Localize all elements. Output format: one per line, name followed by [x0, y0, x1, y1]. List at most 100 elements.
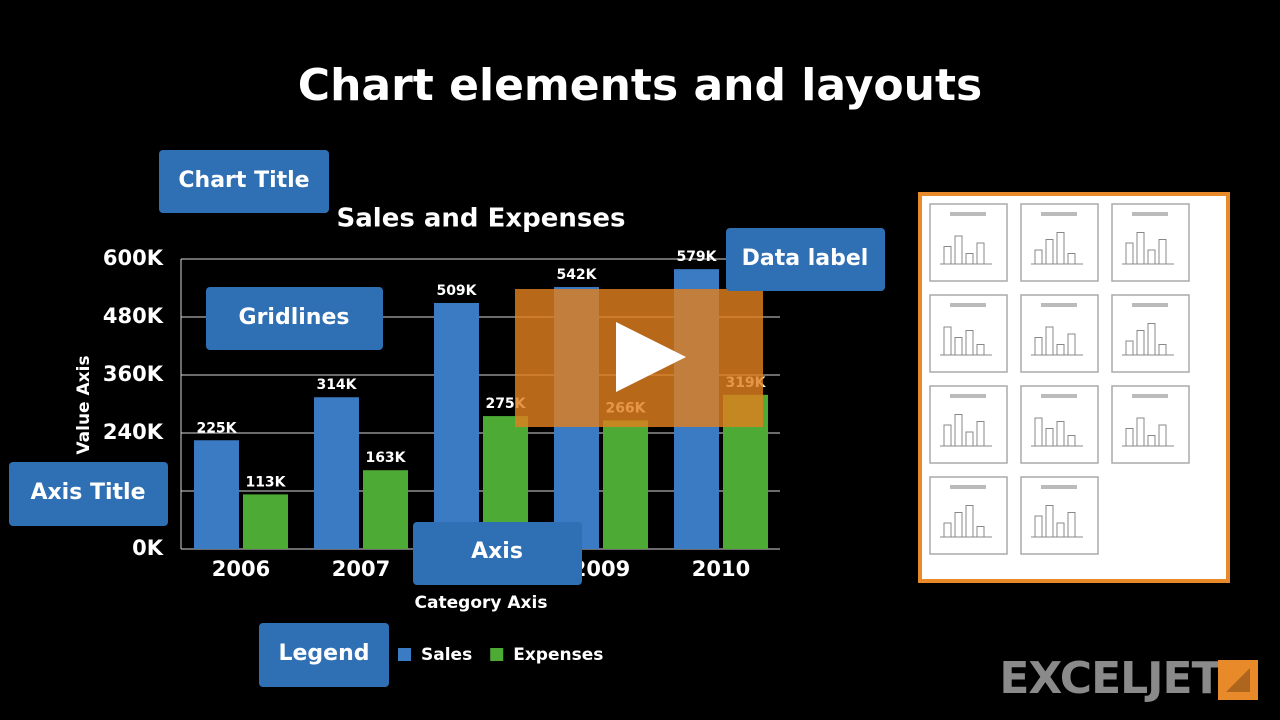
logo: EXCELJET: [999, 653, 1221, 704]
callout-text: Gridlines: [239, 305, 350, 330]
thumbnail-bar[interactable]: [943, 246, 952, 265]
thumbnail-bar[interactable]: [1125, 242, 1134, 265]
thumbnail-bar[interactable]: [1136, 417, 1145, 447]
thumbnail-bar[interactable]: [965, 330, 974, 356]
thumbnail-bar[interactable]: [976, 242, 985, 265]
data-label: 314K: [316, 377, 357, 393]
thumbnail-bar[interactable]: [976, 526, 985, 538]
layout-thumbnail[interactable]: [1111, 203, 1190, 282]
legend-swatch: [490, 648, 504, 661]
legend-label: Sales: [421, 645, 472, 665]
callout-box: [726, 228, 885, 291]
thumbnail-bar[interactable]: [976, 421, 985, 447]
thumbnail-bar[interactable]: [1147, 249, 1156, 265]
thumbnail-title[interactable]: [1132, 212, 1168, 216]
logo-icon-mark: [1226, 668, 1250, 692]
data-label: 509K: [436, 283, 477, 299]
data-label: 163K: [365, 450, 406, 466]
y-axis-title: Value Axis: [74, 355, 94, 454]
layout-thumbnail[interactable]: [929, 476, 1008, 555]
thumbnail-bar[interactable]: [1125, 428, 1134, 447]
thumbnail-title[interactable]: [1132, 303, 1168, 307]
callout: Axis Title: [9, 462, 168, 526]
thumbnail-bar[interactable]: [943, 522, 952, 538]
thumbnail-title[interactable]: [1041, 394, 1077, 398]
play-icon[interactable]: [616, 322, 686, 392]
legend: Sales Expenses: [398, 645, 603, 665]
thumbnail-bar[interactable]: [965, 431, 974, 447]
data-label: 542K: [556, 267, 597, 283]
thumbnail-bar[interactable]: [1045, 428, 1054, 447]
data-label: 579K: [676, 249, 717, 265]
thumbnail-title[interactable]: [950, 212, 986, 216]
x-tick-label: 2007: [332, 557, 390, 581]
thumbnail-bar[interactable]: [965, 253, 974, 265]
layout-thumbnail[interactable]: [929, 385, 1008, 464]
bar: [363, 470, 408, 549]
callout-text: Axis: [471, 539, 523, 564]
thumbnail-bar[interactable]: [1147, 435, 1156, 447]
callout-box: [206, 287, 383, 350]
callout: Axis: [413, 522, 582, 585]
thumbnail-bar[interactable]: [943, 326, 952, 356]
thumbnail-bar[interactable]: [1034, 417, 1043, 447]
callout: Chart Title: [159, 150, 329, 213]
thumbnail-bar[interactable]: [1136, 232, 1145, 265]
thumbnail-bar[interactable]: [1056, 344, 1065, 356]
thumbnail-bar[interactable]: [1034, 249, 1043, 265]
callout: Legend: [259, 623, 389, 687]
thumbnail-bar[interactable]: [954, 414, 963, 447]
callout-text: Chart Title: [178, 168, 309, 193]
callout: Gridlines: [206, 287, 383, 350]
legend-label: Expenses: [513, 645, 603, 665]
thumbnail-title[interactable]: [1041, 212, 1077, 216]
bar: [434, 302, 479, 549]
callout-text: Axis Title: [30, 480, 145, 505]
play-button[interactable]: [515, 289, 763, 427]
layout-thumbnails: [929, 203, 1190, 555]
thumbnail-bar[interactable]: [1136, 330, 1145, 356]
layout-thumbnail[interactable]: [1020, 476, 1099, 555]
thumbnail-title[interactable]: [1041, 485, 1077, 489]
bar: [194, 440, 239, 549]
thumbnail-bar[interactable]: [1125, 340, 1134, 356]
thumbnail-bar[interactable]: [1045, 326, 1054, 356]
thumbnail-bar[interactable]: [1067, 333, 1076, 356]
y-tick-label: 240K: [103, 420, 164, 444]
thumbnail-bar[interactable]: [1067, 253, 1076, 265]
layout-thumbnail[interactable]: [1111, 385, 1190, 464]
thumbnail-bar[interactable]: [1158, 424, 1167, 447]
thumbnail-bar[interactable]: [1056, 232, 1065, 265]
thumbnail-bar[interactable]: [1158, 344, 1167, 356]
callout: Data label: [726, 228, 885, 291]
thumbnail-bar[interactable]: [1158, 239, 1167, 265]
callout-box: [9, 462, 168, 526]
thumbnail-bar[interactable]: [1045, 505, 1054, 538]
thumbnail-title[interactable]: [950, 485, 986, 489]
thumbnail-bar[interactable]: [1034, 337, 1043, 356]
thumbnail-bar[interactable]: [1034, 515, 1043, 538]
thumbnail-title[interactable]: [950, 303, 986, 307]
thumbnail-bar[interactable]: [954, 512, 963, 538]
thumbnail-bar[interactable]: [1067, 435, 1076, 447]
thumbnail-bar[interactable]: [954, 337, 963, 356]
thumbnail-bar[interactable]: [1056, 421, 1065, 447]
bar: [243, 494, 288, 549]
thumbnail-bar[interactable]: [1045, 239, 1054, 265]
thumbnail-bar[interactable]: [976, 344, 985, 356]
thumbnail-title[interactable]: [1041, 303, 1077, 307]
thumbnail-bar[interactable]: [943, 424, 952, 447]
thumbnail-bar[interactable]: [1056, 522, 1065, 538]
callout-box: [259, 623, 389, 687]
thumbnail-bar[interactable]: [965, 505, 974, 538]
y-tick-label: 0K: [132, 536, 164, 560]
layout-thumbnail[interactable]: [1020, 294, 1099, 373]
callout-box: [413, 522, 582, 585]
thumbnail-title[interactable]: [950, 394, 986, 398]
layout-thumbnail[interactable]: [929, 203, 1008, 282]
thumbnail-bar[interactable]: [1067, 512, 1076, 538]
callout-text: Legend: [278, 641, 369, 666]
thumbnail-title[interactable]: [1132, 394, 1168, 398]
thumbnail-bar[interactable]: [954, 235, 963, 265]
thumbnail-bar[interactable]: [1147, 323, 1156, 356]
